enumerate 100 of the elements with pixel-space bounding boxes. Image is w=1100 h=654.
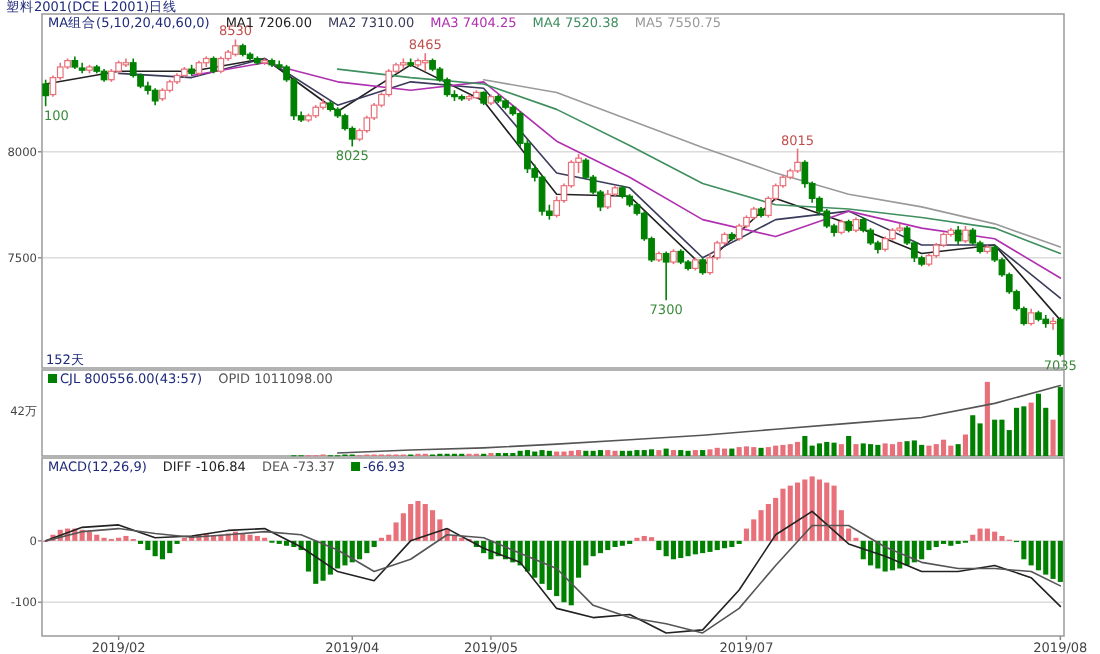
bar [853,444,859,456]
bar [415,500,421,541]
bar [794,441,801,456]
bar [714,540,720,551]
bar [656,450,662,456]
bar [1043,540,1049,575]
bar [641,535,647,541]
bar [765,504,771,541]
bar [590,540,596,557]
bar [670,450,677,456]
bar [751,447,757,456]
bar [554,540,560,597]
bar [787,444,793,456]
bar [926,445,932,456]
bar [670,540,677,560]
bar [970,415,976,456]
bar [838,444,844,456]
bar [831,442,837,456]
bar [992,531,998,541]
bar [802,479,808,541]
candlestick [662,250,670,301]
bar [619,540,625,546]
bar [568,540,574,606]
bar [685,450,691,456]
bar [984,381,990,456]
bar [780,488,786,541]
bar [992,419,998,456]
bar [700,540,706,554]
bar [422,504,428,541]
bar [780,444,786,456]
bar [940,439,947,456]
bar [926,540,932,551]
bar [1028,540,1034,566]
bar [889,444,896,456]
bar [145,540,151,551]
bar [356,540,363,560]
bar [948,540,954,546]
bar [707,449,713,456]
bar [787,485,793,541]
bar [254,535,260,541]
bar [794,482,801,541]
bar [867,444,874,456]
bar [904,540,910,566]
bar [977,423,983,456]
candlestick [1056,316,1064,358]
bar [335,540,341,569]
line-series [190,61,1062,279]
bar [729,540,735,547]
bar [919,540,925,560]
bar [641,450,647,456]
bar [919,444,925,456]
bar [1057,540,1063,582]
bar [999,419,1005,456]
bar [663,540,669,557]
bar [152,540,158,557]
bar [867,540,874,566]
bar [758,510,764,541]
bar [773,445,779,456]
bar [970,534,976,541]
bar [86,531,93,541]
bar [977,528,983,541]
bar [1013,407,1020,456]
bar [721,448,728,456]
bar [773,497,779,541]
bar [656,540,662,551]
bar [802,435,808,456]
bar [568,450,574,456]
bar [758,447,764,456]
bar [546,450,552,456]
bar [583,450,589,456]
bar [736,447,742,456]
bar [283,540,290,546]
bar [627,450,633,456]
bar [933,540,939,547]
bar [123,535,129,541]
bar [692,540,698,555]
bar [371,540,377,547]
bar [634,450,640,456]
bar [911,440,917,456]
bar [546,540,552,590]
bar [597,540,604,554]
bar [721,540,728,549]
bar [1021,540,1027,560]
bar [933,444,939,456]
bar [1035,540,1042,571]
bar [429,510,436,541]
bar [605,540,611,551]
bar [1057,387,1063,456]
bar [1021,406,1027,456]
bar [692,450,698,456]
bar [94,534,100,541]
bar [678,450,684,456]
bar [342,540,348,566]
bar [524,450,531,456]
bar [648,449,655,456]
bar [451,535,457,541]
bar [663,448,669,456]
bar [824,441,830,456]
bar [816,479,823,541]
bar [824,482,830,541]
